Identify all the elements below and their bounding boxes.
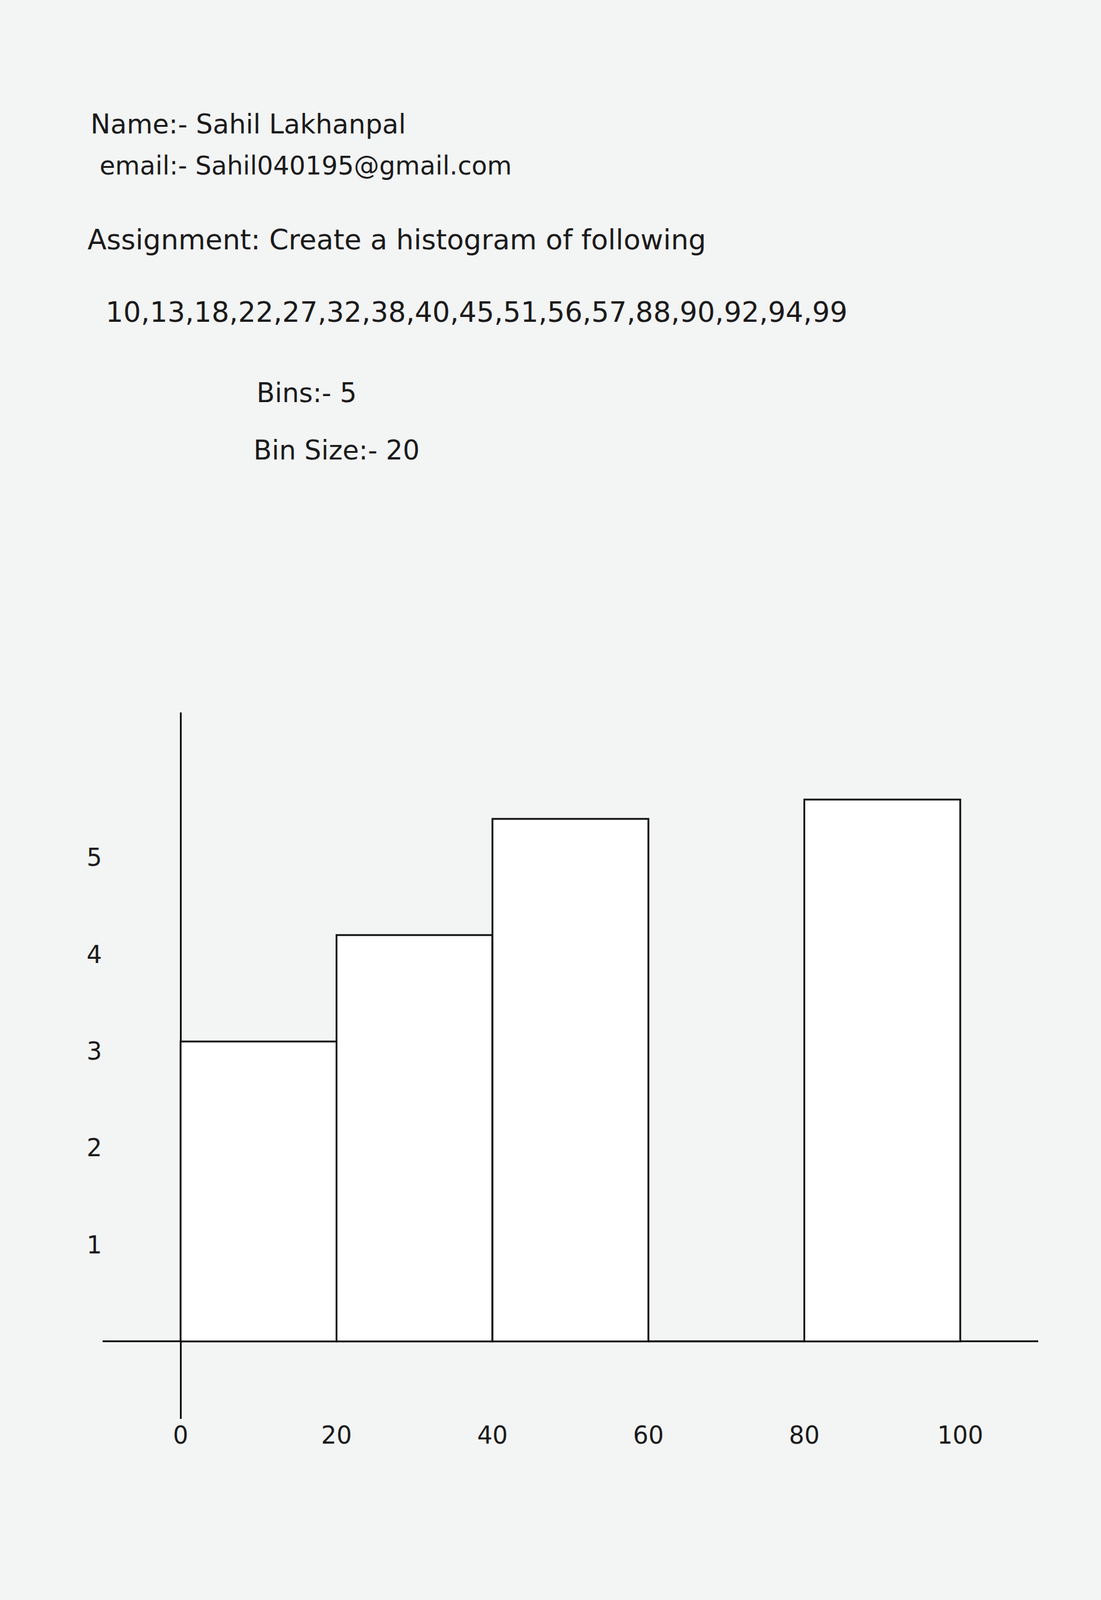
svg-text:60: 60 [633, 1420, 664, 1449]
svg-text:4: 4 [86, 940, 103, 969]
svg-text:80: 80 [788, 1420, 820, 1449]
html-text:email:- Sahil040195@gmail.com: email:- Sahil040195@gmail.com [99, 150, 512, 181]
html-text:Bins:- 5: Bins:- 5 [256, 377, 357, 409]
svg-text:1: 1 [86, 1230, 103, 1259]
svg-text:5: 5 [86, 843, 103, 872]
html-text:10,13,18,22,27,32,38,40,45,51,: 10,13,18,22,27,32,38,40,45,51,56,57,88,9… [105, 295, 848, 329]
svg-text:20: 20 [321, 1420, 352, 1449]
html-text:Assignment: Create a histogram: Assignment: Create a histogram of follow… [87, 223, 707, 256]
html-text:Bin Size:- 20: Bin Size:- 20 [253, 434, 420, 466]
svg-text:100: 100 [937, 1420, 984, 1449]
html-text:Name:- Sahil Lakhanpal: Name:- Sahil Lakhanpal [90, 108, 406, 140]
svg-text:0: 0 [172, 1420, 188, 1449]
svg-text:2: 2 [86, 1133, 103, 1162]
svg-text:40: 40 [476, 1420, 508, 1449]
svg-text:3: 3 [86, 1037, 103, 1065]
